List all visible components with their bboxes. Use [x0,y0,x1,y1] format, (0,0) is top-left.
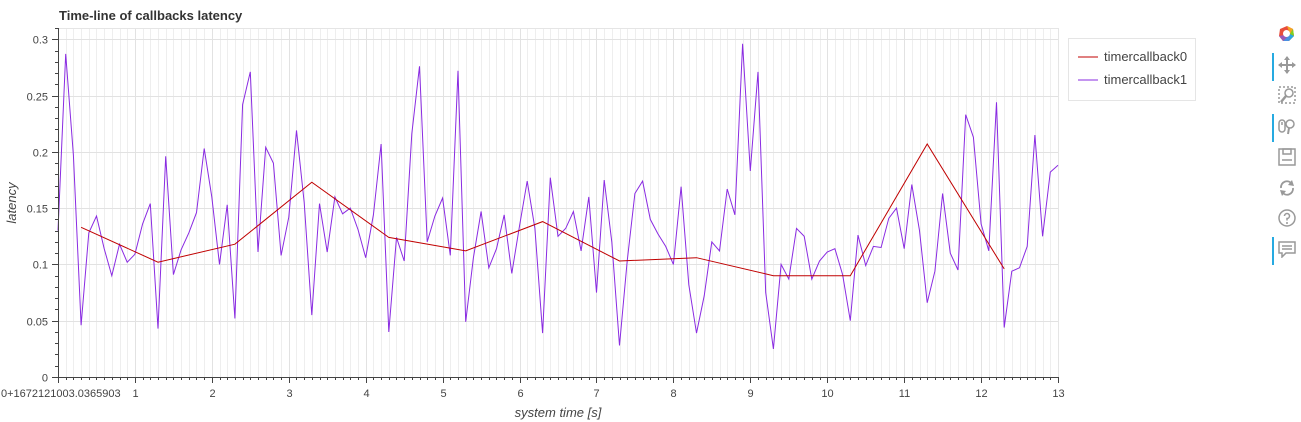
grid [58,28,1059,378]
x-tick-label: 8 [670,388,676,400]
x-tick-label: 4 [363,388,369,400]
bokeh-logo-button[interactable] [1270,22,1300,48]
x-tick-label: 10 [821,388,833,400]
help-tool-button[interactable] [1270,206,1300,232]
pan-tool-icon [1278,55,1296,74]
y-tick-label: 0.1 [33,260,48,272]
save-tool-icon [1278,148,1296,166]
wheel-zoom-tool-icon [1278,119,1295,135]
reset-tool-button[interactable] [1270,176,1300,202]
x-tick-label: 2 [209,388,215,400]
wheel-zoom-tool-button[interactable] [1270,114,1300,143]
x-tick-label: 3 [286,388,292,400]
y-tick-label: 0.3 [33,35,48,47]
box-zoom-tool-button[interactable] [1270,83,1300,109]
series-line-timercallback0 [80,143,1005,277]
hover-tool-button[interactable] [1270,236,1300,265]
legend: timercallback0 timercallback1 [1068,38,1196,101]
hover-tool-icon [1278,241,1296,258]
x-tick-label: 5 [440,388,446,400]
series-layer [57,43,1059,349]
legend-label-timercallback1: timercallback1 [1104,72,1187,87]
help-tool-icon [1278,209,1296,227]
x-tick-label: 13 [1052,388,1064,400]
x-tick-label: 1 [132,388,138,400]
axes: 0+1672121003.0365903 1 2 3 4 5 6 7 8 9 10 11 12 1300.… [1,28,1065,400]
box-zoom-tool-icon [1278,86,1296,105]
y-tick-label: 0.2 [33,148,48,160]
y-tick-label: 0 [42,373,48,385]
legend-box [1068,38,1196,101]
bokeh-logo-icon [1279,26,1294,41]
x-axis-label: system time [s] [515,405,602,420]
pan-tool-button[interactable] [1270,52,1300,81]
x-tick-label: 9 [747,388,753,400]
x-tick-label: 12 [975,388,987,400]
series-line-timercallback1 [57,43,1059,349]
y-tick-label: 0.25 [27,92,48,104]
reset-tool-icon [1280,179,1294,196]
legend-label-timercallback0: timercallback0 [1104,49,1187,64]
x-tick-label: 7 [593,388,599,400]
y-axis-label: latency [4,181,19,224]
x-tick-label: 6 [517,388,523,400]
y-tick-label: 0.05 [27,317,48,329]
y-tick-label: 0.15 [27,204,48,216]
x-tick-label: 0+1672121003.0365903 [1,388,121,400]
x-tick-label: 11 [899,388,910,400]
save-tool-button[interactable] [1270,145,1300,171]
chart-title: Time-line of callbacks latency [59,8,243,23]
